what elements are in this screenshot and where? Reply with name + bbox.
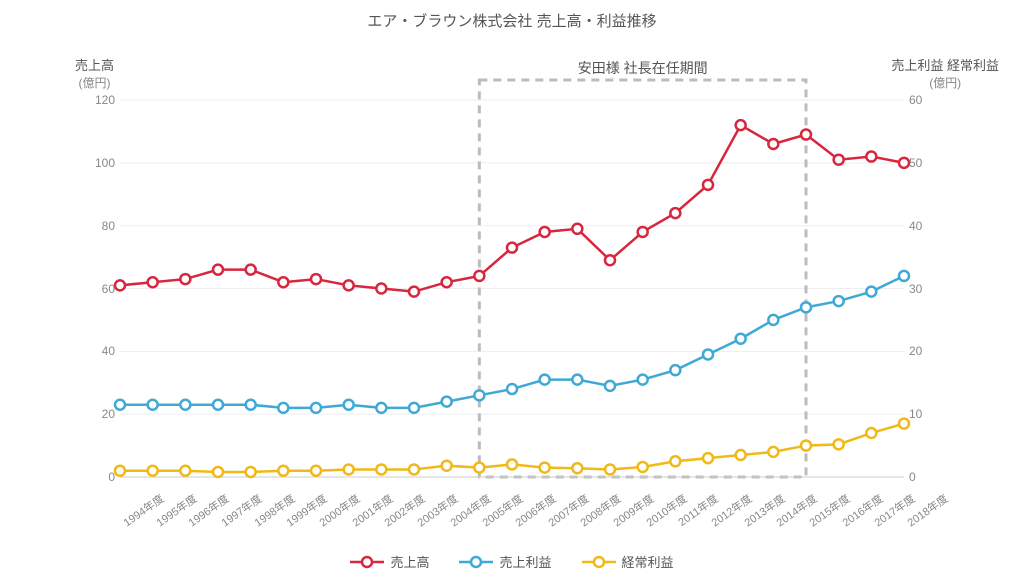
y-tick-left: 80 bbox=[102, 219, 115, 233]
highlight-label: 安田様 社長在任期間 bbox=[573, 58, 713, 78]
y-tick-right: 10 bbox=[909, 407, 922, 421]
legend-swatch bbox=[350, 555, 384, 569]
legend-label: 経常利益 bbox=[622, 552, 674, 571]
y-tick-left: 20 bbox=[102, 407, 115, 421]
legend-label: 売上利益 bbox=[499, 552, 551, 571]
y-tick-left: 100 bbox=[95, 156, 115, 170]
y-tick-right: 40 bbox=[909, 219, 922, 233]
y-tick-left: 60 bbox=[102, 282, 115, 296]
legend: 売上高 売上利益 経常利益 bbox=[0, 552, 1024, 571]
legend-item: 売上高 bbox=[350, 552, 429, 571]
legend-item: 経常利益 bbox=[582, 552, 674, 571]
y-tick-right: 0 bbox=[909, 470, 916, 484]
legend-swatch bbox=[459, 555, 493, 569]
legend-item: 売上利益 bbox=[459, 552, 551, 571]
y-tick-left: 0 bbox=[108, 470, 115, 484]
y-tick-right: 60 bbox=[909, 93, 922, 107]
y-tick-left: 120 bbox=[95, 93, 115, 107]
legend-swatch bbox=[582, 555, 616, 569]
y-tick-left: 40 bbox=[102, 344, 115, 358]
legend-label: 売上高 bbox=[390, 552, 429, 571]
chart-svg bbox=[0, 0, 1024, 577]
chart-container: エア・ブラウン株式会社 売上高・利益推移 売上高 (億円) 売上利益 経常利益 … bbox=[0, 0, 1024, 577]
y-tick-right: 30 bbox=[909, 282, 922, 296]
y-tick-right: 50 bbox=[909, 156, 922, 170]
y-tick-right: 20 bbox=[909, 344, 922, 358]
